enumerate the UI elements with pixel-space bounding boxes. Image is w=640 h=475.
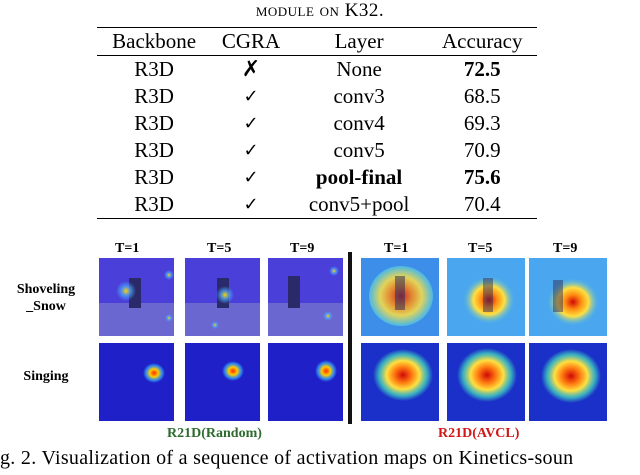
cell-backbone: R3D [134, 192, 174, 216]
table-caption: module on K32. [0, 0, 640, 22]
cell-backbone: R3D [134, 84, 174, 108]
activation-map-random-singing-t5 [185, 343, 260, 421]
time-label: T=5 [207, 241, 232, 256]
time-label: T=9 [553, 241, 578, 256]
activation-map-avcl-singing-t9 [529, 343, 607, 421]
cell-layer: pool-final [315, 165, 403, 189]
cell-cgra: ✗ [241, 57, 261, 82]
cell-cgra: ✓ [243, 140, 259, 161]
table-header-row: Backbone CGRA Layer Accuracy [97, 27, 537, 56]
header-backbone: Backbone [112, 29, 197, 53]
cell-layer: conv3 [333, 84, 385, 108]
cell-cgra: ✓ [243, 113, 259, 134]
group-label-avcl: R21D(AVCL) [438, 426, 520, 441]
cell-accuracy: 75.6 [463, 165, 501, 189]
table-caption-text: module on K32. [255, 0, 385, 21]
activation-map-random-singing-t1 [99, 343, 174, 421]
table-row: R3D ✗ None 72.5 [97, 56, 537, 84]
activation-map-avcl-shoveling-t1 [361, 258, 439, 336]
table-row: R3D ✓ conv5+pool 70.4 [97, 191, 537, 219]
cell-cgra: ✓ [243, 194, 259, 215]
activation-map-avcl-shoveling-t5 [447, 258, 525, 336]
activation-map-random-shoveling-t9 [268, 258, 343, 336]
table-row: R3D ✓ conv4 69.3 [97, 110, 537, 137]
table-row: R3D ✓ pool-final 75.6 [97, 164, 537, 191]
cell-backbone: R3D [134, 57, 174, 81]
activation-map-random-shoveling-t1 [99, 258, 174, 336]
cell-accuracy: 68.5 [463, 84, 501, 108]
figure-caption: g. 2. Visualization of a sequence of act… [0, 447, 574, 469]
row-label-shoveling-snow: Shoveling _Snow [16, 282, 76, 314]
time-label: T=1 [384, 241, 409, 256]
activation-map-random-singing-t9 [268, 343, 343, 421]
cell-backbone: R3D [134, 111, 174, 135]
results-table: Backbone CGRA Layer Accuracy R3D ✗ None 72.… [97, 27, 537, 219]
cell-accuracy: 72.5 [463, 57, 501, 81]
activation-map-avcl-singing-t1 [361, 343, 439, 421]
row-label-singing: Singing [23, 369, 69, 384]
cell-layer: None [336, 57, 382, 81]
cell-accuracy: 69.3 [463, 111, 501, 135]
cell-backbone: R3D [134, 165, 174, 189]
time-label: T=1 [115, 241, 140, 256]
table-row: R3D ✓ conv3 68.5 [97, 83, 537, 110]
activation-map-random-shoveling-t5 [185, 258, 260, 336]
group-label-random: R21D(Random) [167, 426, 262, 441]
cell-cgra: ✓ [243, 167, 259, 188]
activation-map-avcl-singing-t5 [447, 343, 525, 421]
time-label: T=9 [290, 241, 315, 256]
activation-map-avcl-shoveling-t9 [529, 258, 607, 336]
cell-layer: conv4 [333, 111, 385, 135]
cell-layer: conv5 [333, 138, 385, 162]
cell-accuracy: 70.9 [463, 138, 501, 162]
time-label: T=5 [468, 241, 493, 256]
cell-accuracy: 70.4 [463, 192, 501, 216]
header-cgra: CGRA [221, 29, 281, 53]
header-layer: Layer [334, 29, 384, 53]
header-accuracy: Accuracy [442, 29, 523, 53]
cell-cgra: ✓ [243, 86, 259, 107]
cell-layer: conv5+pool [308, 192, 410, 216]
group-divider [348, 252, 352, 424]
cell-backbone: R3D [134, 138, 174, 162]
table-row: R3D ✓ conv5 70.9 [97, 137, 537, 164]
